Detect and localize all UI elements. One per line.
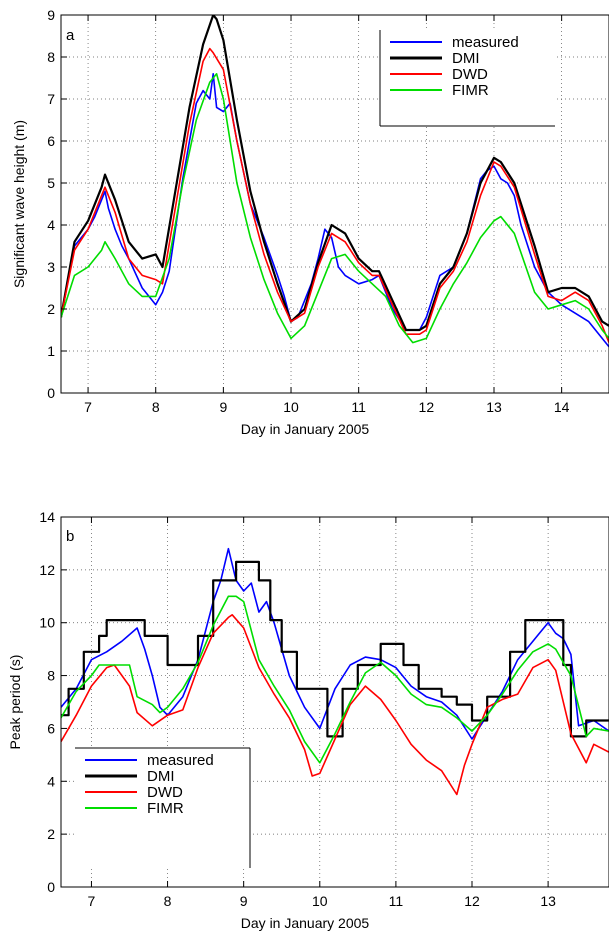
y-tick-label: 8 <box>47 49 55 65</box>
x-tick-label: 11 <box>389 893 404 909</box>
y-tick-label: 10 <box>39 615 55 631</box>
series-line-dmi <box>61 15 609 332</box>
y-tick-label: 12 <box>39 562 55 578</box>
legend-label-dwd: DWD <box>147 784 183 801</box>
y-tick-label: 2 <box>47 826 55 842</box>
x-tick-label: 9 <box>240 893 248 909</box>
y-tick-label: 14 <box>39 509 55 525</box>
x-tick-label: 12 <box>464 893 480 909</box>
x-axis-label: Day in January 2005 <box>241 421 370 437</box>
series-line-dwd <box>61 47 609 343</box>
x-tick-label: 13 <box>540 893 556 909</box>
y-tick-label: 1 <box>47 343 55 359</box>
x-axis-label: Day in January 2005 <box>241 915 370 931</box>
y-tick-label: 6 <box>47 720 55 736</box>
x-tick-label: 7 <box>84 399 92 415</box>
y-tick-label: 7 <box>47 91 55 107</box>
axes-frame <box>60 14 609 394</box>
y-tick-label: 3 <box>47 259 55 275</box>
series-line-measured <box>61 547 609 740</box>
x-tick-label: 7 <box>88 893 96 909</box>
x-tick-label: 12 <box>419 399 435 415</box>
series-line-dmi <box>61 560 609 738</box>
series-line-fimr <box>61 73 609 344</box>
y-tick-label: 0 <box>47 385 55 401</box>
legend-label-dwd: DWD <box>452 66 488 83</box>
y-axis-label: Peak period (s) <box>7 655 23 750</box>
series-line-fimr <box>61 595 609 764</box>
y-axis-label: Significant wave height (m) <box>11 120 27 288</box>
series-lines <box>61 15 609 348</box>
y-tick-label: 2 <box>47 301 55 317</box>
y-tick-label: 0 <box>47 879 55 895</box>
x-tick-label: 8 <box>152 399 160 415</box>
panel-b-peak-period-chart: 7 8 9 10 11 12 13 0 2 4 6 8 10 12 14 Day in January 200… <box>7 509 609 931</box>
grid-lines <box>61 517 609 887</box>
y-tick-label: 4 <box>47 773 55 789</box>
panel-letter: b <box>66 528 74 545</box>
series-line-measured <box>61 73 609 348</box>
legend-label-dmi: DMI <box>147 768 175 785</box>
x-tick-label: 8 <box>164 893 172 909</box>
panel-letter: a <box>66 27 75 44</box>
y-tick-label: 8 <box>47 668 55 684</box>
series-lines <box>61 547 609 796</box>
x-tick-label: 10 <box>283 399 299 415</box>
x-tick-label: 14 <box>554 399 570 415</box>
legend-label-measured: measured <box>147 752 214 769</box>
x-tick-label: 9 <box>219 399 227 415</box>
legend-label-measured: measured <box>452 34 519 51</box>
y-tick-label: 9 <box>47 7 55 23</box>
legend-box <box>380 30 555 126</box>
x-tick-label: 11 <box>351 399 366 415</box>
y-tick-label: 6 <box>47 133 55 149</box>
ticks: 7 8 9 10 11 12 13 0 2 4 6 8 10 12 14 <box>39 509 556 909</box>
y-tick-label: 5 <box>47 175 55 191</box>
series-line-dwd <box>61 613 609 796</box>
legend-label-dmi: DMI <box>452 50 480 67</box>
x-tick-label: 13 <box>486 399 502 415</box>
legend-label-fimr: FIMR <box>452 82 489 99</box>
y-tick-label: 4 <box>47 217 55 233</box>
x-tick-label: 10 <box>312 893 328 909</box>
axes-frame <box>60 516 609 888</box>
legend-label-fimr: FIMR <box>147 800 184 817</box>
